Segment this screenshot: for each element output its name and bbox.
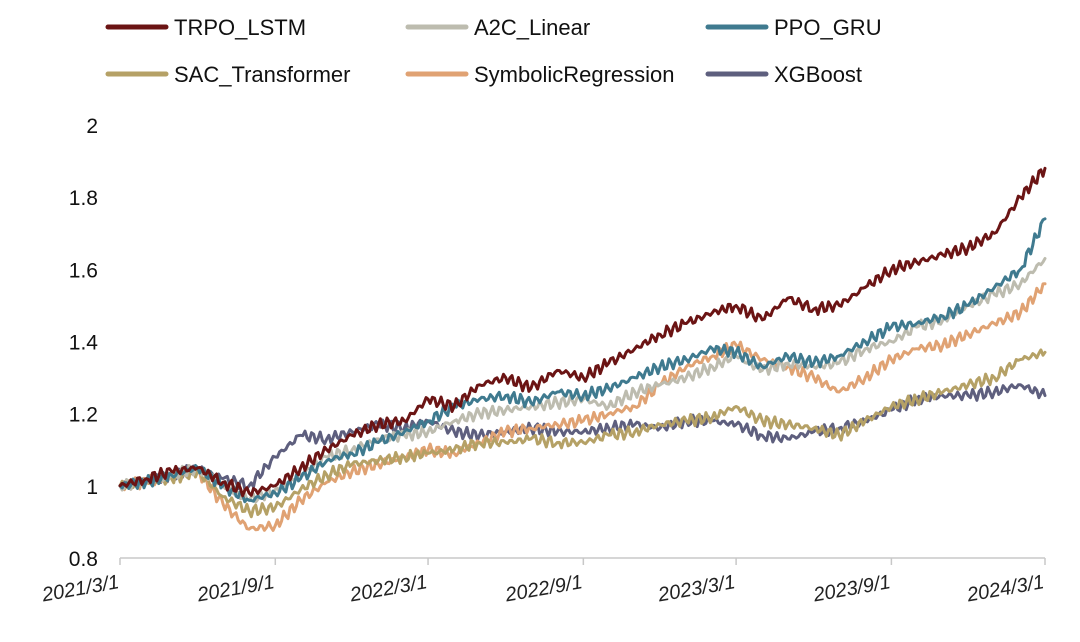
series-line-a2c-linear: [118, 257, 1047, 504]
series-lines: [118, 166, 1047, 532]
series-line-symbolicregression: [118, 282, 1047, 532]
series-line-trpo-lstm: [118, 166, 1047, 498]
x-tick-label: 2024/3/1: [964, 571, 1045, 606]
legend-label-symbolicregression: SymbolicRegression: [474, 62, 675, 87]
y-tick-label: 1.2: [69, 404, 98, 427]
legend-label-xgboost: XGBoost: [774, 62, 862, 87]
y-axis: 0.8 1 1.2 1.4 1.6 1.8 2: [69, 115, 99, 571]
y-tick-label: 1.6: [69, 259, 98, 282]
y-tick-label: 1.8: [69, 187, 98, 210]
y-tick-label: 1.4: [69, 332, 99, 355]
series-line-ppo-gru: [118, 217, 1047, 504]
legend-label-sac-transformer: SAC_Transformer: [174, 62, 350, 87]
series-line-sac-transformer: [118, 348, 1047, 519]
legend: TRPO_LSTM A2C_Linear PPO_GRU SAC_Transforme…: [105, 15, 882, 87]
y-tick-label: 2: [86, 115, 98, 138]
x-tick-label: 2022/9/1: [503, 571, 584, 606]
x-tick-label: 2023/3/1: [655, 571, 736, 606]
x-tick-label: 2023/9/1: [811, 571, 892, 606]
series-line-xgboost: [118, 383, 1047, 491]
legend-label-trpo-lstm: TRPO_LSTM: [174, 15, 306, 40]
x-axis: 2021/3/1 2021/9/1 2022/3/1 2022/9/1 2023/3/1…: [39, 557, 1046, 607]
y-tick-label: 1: [86, 476, 98, 499]
y-tick-label: 0.8: [69, 548, 98, 571]
legend-label-ppo-gru: PPO_GRU: [774, 15, 882, 40]
x-tick-label: 2022/3/1: [347, 571, 428, 606]
x-tick-label: 2021/3/1: [39, 571, 120, 606]
legend-label-a2c-linear: A2C_Linear: [474, 15, 590, 40]
x-tick-label: 2021/9/1: [195, 571, 276, 606]
